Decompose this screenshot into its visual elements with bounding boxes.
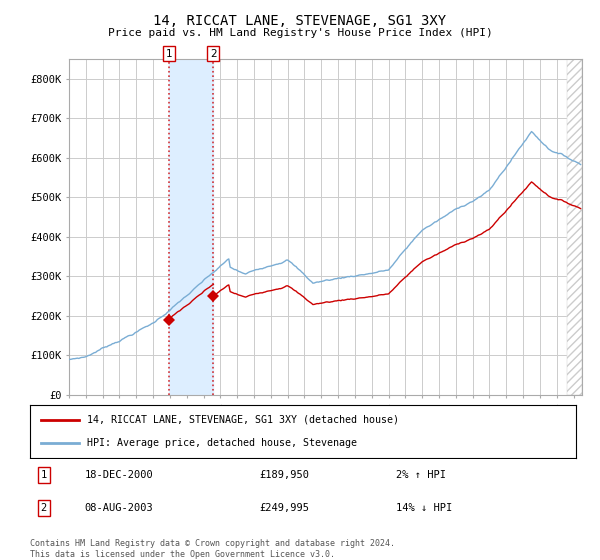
Text: 2: 2: [41, 503, 47, 513]
Text: 14, RICCAT LANE, STEVENAGE, SG1 3XY (detached house): 14, RICCAT LANE, STEVENAGE, SG1 3XY (det…: [88, 415, 400, 425]
Text: Contains HM Land Registry data © Crown copyright and database right 2024.
This d: Contains HM Land Registry data © Crown c…: [30, 539, 395, 559]
Text: 18-DEC-2000: 18-DEC-2000: [85, 470, 154, 480]
Text: 2% ↑ HPI: 2% ↑ HPI: [396, 470, 446, 480]
Bar: [169, 59, 214, 395]
Text: 1: 1: [166, 49, 173, 59]
Text: £249,995: £249,995: [259, 503, 310, 513]
Text: 08-AUG-2003: 08-AUG-2003: [85, 503, 154, 513]
Text: HPI: Average price, detached house, Stevenage: HPI: Average price, detached house, Stev…: [88, 438, 358, 448]
Text: 14% ↓ HPI: 14% ↓ HPI: [396, 503, 452, 513]
Text: 2: 2: [210, 49, 217, 59]
Text: 1: 1: [41, 470, 47, 480]
Text: £189,950: £189,950: [259, 470, 310, 480]
Text: 14, RICCAT LANE, STEVENAGE, SG1 3XY: 14, RICCAT LANE, STEVENAGE, SG1 3XY: [154, 14, 446, 28]
Bar: [567, 59, 582, 395]
Text: Price paid vs. HM Land Registry's House Price Index (HPI): Price paid vs. HM Land Registry's House …: [107, 28, 493, 38]
